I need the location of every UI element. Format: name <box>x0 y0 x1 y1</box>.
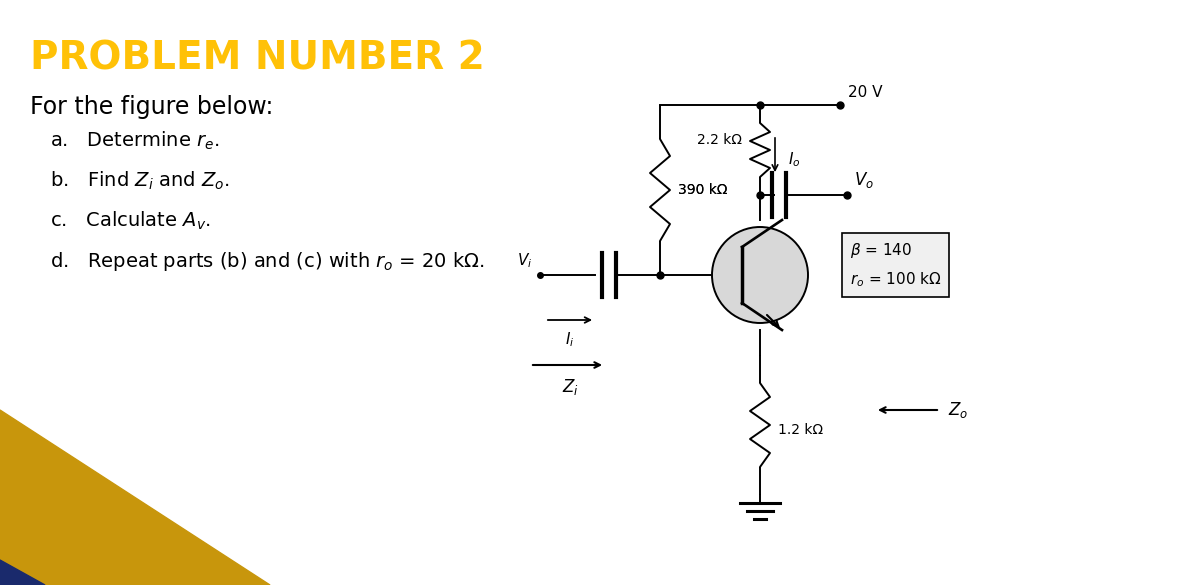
Text: a.   Determine $r_e$.: a. Determine $r_e$. <box>50 130 220 152</box>
Text: $I_i$: $I_i$ <box>565 330 575 349</box>
Text: 2.2 kΩ: 2.2 kΩ <box>697 133 742 147</box>
Text: $Z_o$: $Z_o$ <box>948 400 968 420</box>
Text: 390 kΩ: 390 kΩ <box>678 183 727 197</box>
Text: d.   Repeat parts (b) and (c) with $r_o$ = 20 kΩ.: d. Repeat parts (b) and (c) with $r_o$ =… <box>50 250 485 273</box>
Text: $V_i$: $V_i$ <box>517 252 532 270</box>
Text: PROBLEM NUMBER 2: PROBLEM NUMBER 2 <box>30 40 485 78</box>
Text: 20 V: 20 V <box>848 85 882 100</box>
Text: b.   Find $Z_i$ and $Z_o$.: b. Find $Z_i$ and $Z_o$. <box>50 170 230 192</box>
Text: 1.2 kΩ: 1.2 kΩ <box>778 423 823 437</box>
Polygon shape <box>0 410 270 585</box>
Circle shape <box>712 227 808 323</box>
Text: $Z_i$: $Z_i$ <box>562 377 578 397</box>
Text: 390 kΩ: 390 kΩ <box>678 183 727 197</box>
Text: $I_o$: $I_o$ <box>788 151 800 169</box>
Text: $V_o$: $V_o$ <box>854 170 874 190</box>
Text: $\beta$ = 140
$r_o$ = 100 k$\Omega$: $\beta$ = 140 $r_o$ = 100 k$\Omega$ <box>850 240 942 290</box>
Polygon shape <box>0 560 46 585</box>
Text: c.   Calculate $A_v$.: c. Calculate $A_v$. <box>50 210 211 232</box>
Text: For the figure below:: For the figure below: <box>30 95 274 119</box>
